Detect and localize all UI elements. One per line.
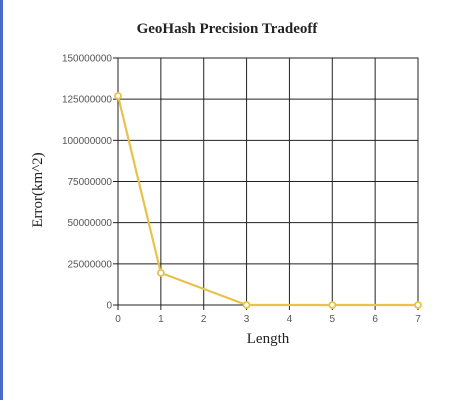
- x-axis-label: Length: [247, 331, 290, 347]
- x-axis-ticks: 0 1 2 3 4 5 6 7: [115, 305, 421, 325]
- data-point: [114, 91, 122, 100]
- left-edge-bar: [0, 0, 3, 400]
- data-point: [242, 301, 251, 309]
- x-tick-label: 5: [330, 314, 336, 325]
- series-group: [114, 91, 422, 309]
- y-tick-label: 25000000: [68, 259, 113, 270]
- y-tick-label: 150000000: [62, 54, 112, 65]
- y-tick-label: 125000000: [62, 95, 112, 106]
- y-axis-label: Error(km^2): [30, 152, 46, 227]
- x-tick-label: 0: [115, 314, 121, 325]
- x-tick-label: 4: [287, 314, 293, 325]
- x-tick-label: 2: [201, 314, 207, 325]
- chart-title: GeoHash Precision Tradeoff: [137, 21, 319, 37]
- x-tick-label: 6: [372, 314, 378, 325]
- x-tick-label: 7: [415, 314, 421, 325]
- y-tick-label: 100000000: [62, 136, 112, 147]
- data-point: [156, 268, 165, 277]
- x-tick-label: 1: [158, 314, 164, 325]
- y-tick-label: 75000000: [68, 177, 113, 188]
- data-point: [328, 301, 337, 309]
- y-tick-label: 0: [106, 301, 112, 312]
- y-tick-label: 50000000: [68, 218, 113, 229]
- data-point: [414, 301, 422, 309]
- x-tick-label: 3: [244, 314, 250, 325]
- y-axis-ticks: 0 25000000 50000000 75000000 100000000 125000…: [62, 54, 118, 312]
